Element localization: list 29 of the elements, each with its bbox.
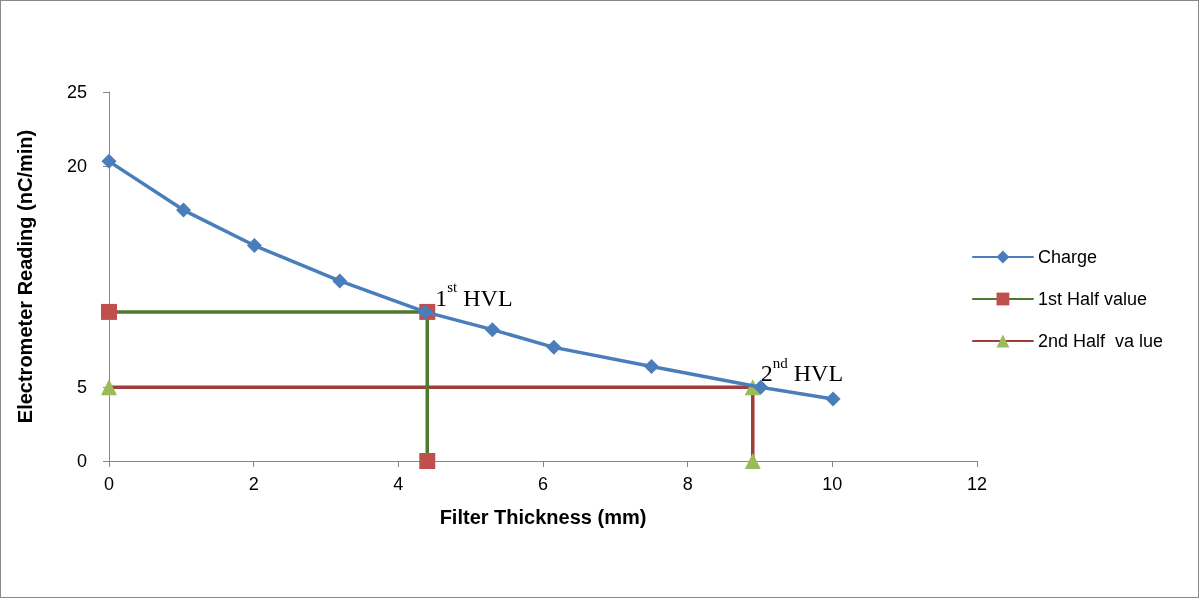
y-tick-label: 25 xyxy=(66,82,87,102)
x-tick-label: 8 xyxy=(682,474,693,494)
legend-label: 1st Half value xyxy=(1037,289,1147,309)
x-tick-label: 0 xyxy=(103,474,115,494)
point xyxy=(101,303,117,320)
legend-label: 2nd Half va lue xyxy=(1037,331,1163,351)
point xyxy=(332,273,348,289)
y-axis-title: Electrometer Reading (nC/min) xyxy=(14,129,36,424)
point xyxy=(101,153,117,169)
y-tick-label: 5 xyxy=(76,377,87,398)
y-tick-label: 20 xyxy=(66,155,87,176)
point xyxy=(484,322,500,338)
x-tick-label: 2 xyxy=(248,474,259,494)
x-tick-label: 6 xyxy=(537,474,549,494)
x-tick-label: 10 xyxy=(822,474,843,494)
point xyxy=(546,339,562,355)
x-tick-label: 12 xyxy=(966,474,988,494)
point xyxy=(246,238,262,253)
y-tick-label: 0 xyxy=(76,451,87,471)
point xyxy=(744,453,761,469)
point xyxy=(753,379,769,395)
point xyxy=(176,202,191,218)
point xyxy=(825,391,841,407)
point xyxy=(101,379,117,396)
x-axis-title: Filter Thickness (mm) xyxy=(439,506,647,528)
legend-label: Charge xyxy=(1037,247,1097,267)
point xyxy=(644,359,659,375)
point xyxy=(419,453,436,469)
x-tick-label: 4 xyxy=(393,474,404,494)
